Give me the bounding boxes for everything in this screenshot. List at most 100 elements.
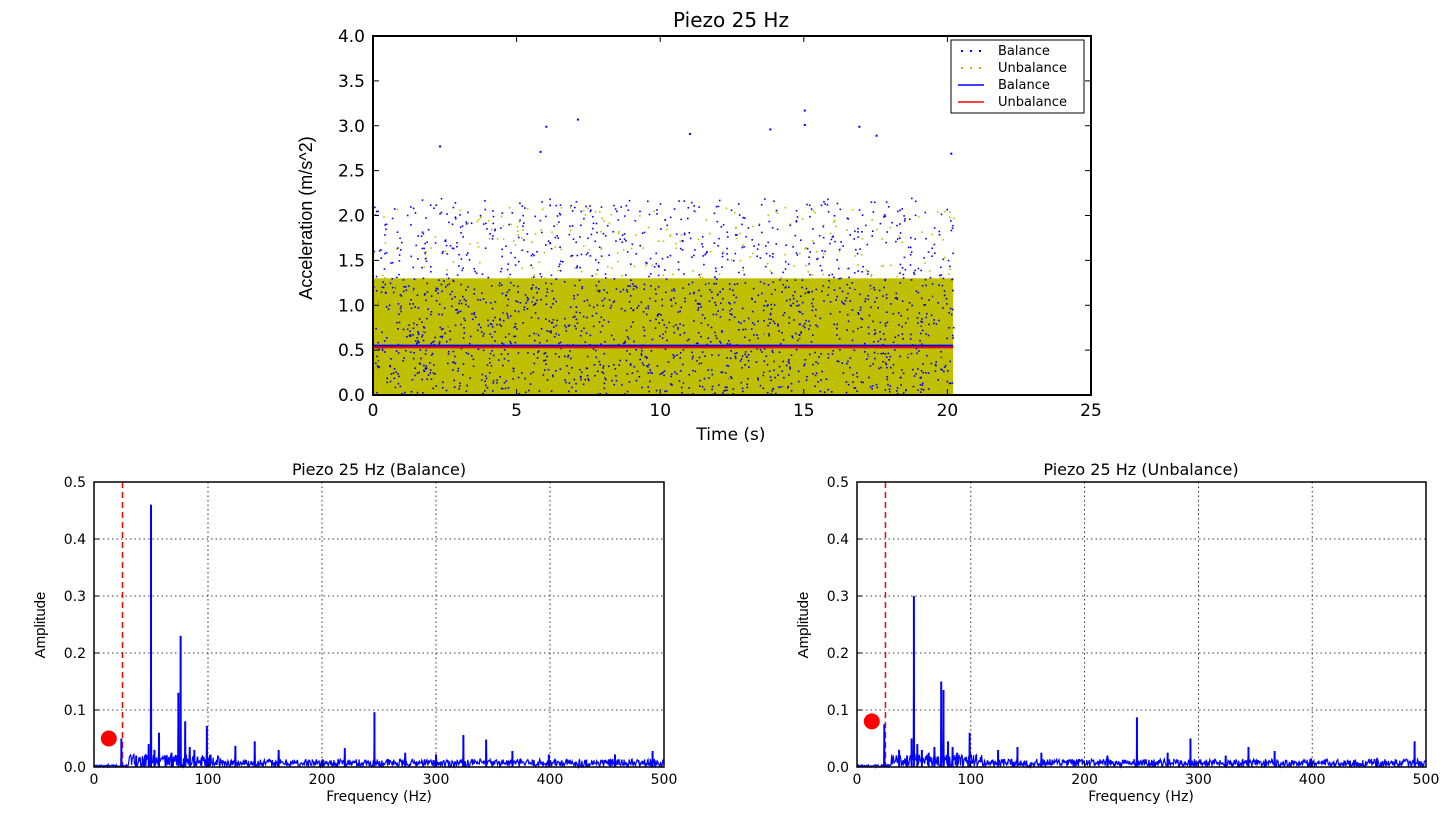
balance-points-low-point — [569, 306, 572, 308]
balance-points-low-point — [923, 304, 925, 306]
balance-points-low-point — [395, 371, 397, 373]
unbalance-points-point — [496, 389, 499, 391]
balance-points-point — [590, 209, 592, 211]
balance-points-point — [738, 321, 740, 323]
balance-points-point — [649, 380, 651, 383]
balance-points-point — [634, 220, 637, 222]
unbalance-points-light-point — [900, 328, 903, 330]
unbalance-points-point — [452, 261, 455, 263]
balance-points-point — [681, 392, 683, 394]
balance-points-point — [461, 225, 464, 227]
balance-points-point — [813, 242, 815, 245]
unbalance-points-point — [907, 352, 909, 354]
unbalance-points-point — [528, 383, 530, 386]
unbalance-points-point — [528, 315, 530, 317]
balance-points-point — [675, 373, 678, 375]
balance-points-point — [475, 272, 478, 275]
unbalance-points-point — [713, 316, 715, 319]
balance-points-point — [882, 295, 884, 297]
unbalance-points-point — [448, 319, 451, 321]
unbalance-points-point — [479, 389, 481, 392]
balance-points-point — [531, 253, 534, 255]
balance-outlier-point — [439, 145, 442, 148]
balance-points-point — [716, 337, 718, 340]
balance-points-point — [902, 273, 905, 276]
top-y-tick-label: 1.0 — [338, 296, 365, 316]
balance-points-point — [757, 243, 760, 246]
x-tick-label: 400 — [1299, 772, 1326, 788]
unbalance-points-point — [504, 353, 506, 355]
unbalance-points-point — [544, 277, 546, 280]
balance-points-point — [553, 335, 556, 338]
balance-points-point — [555, 278, 558, 280]
unbalance-points-point — [750, 390, 752, 392]
balance-points-point — [460, 283, 462, 286]
balance-points-low-point — [574, 315, 576, 318]
balance-points-point — [468, 342, 471, 345]
balance-points-point — [585, 253, 588, 256]
balance-points-point — [670, 299, 672, 302]
balance-points-low-point — [465, 300, 467, 302]
balance-points-low-point — [491, 307, 494, 310]
balance-points-low-point — [857, 313, 860, 315]
balance-points-point — [482, 223, 485, 225]
balance-points-low-point — [471, 318, 474, 321]
unbalance-points-light-point — [554, 295, 556, 298]
balance-points-point — [452, 280, 455, 283]
unbalance-points-light-point — [733, 366, 736, 369]
balance-points-low-point — [602, 367, 604, 369]
balance-points-point — [531, 301, 533, 303]
balance-points-point — [869, 284, 872, 287]
unbalance-points-point — [792, 322, 795, 324]
unbalance-points-light-point — [533, 350, 536, 352]
balance-points-point — [855, 248, 857, 251]
balance-points-low-point — [798, 323, 801, 326]
balance-points-point — [422, 277, 425, 280]
balance-points-point — [455, 217, 457, 220]
unbalance-points-point — [871, 386, 874, 389]
balance-points-point — [814, 351, 816, 354]
balance-points-low-point — [896, 298, 899, 300]
unbalance-points-point — [583, 209, 585, 212]
unbalance-points-point — [940, 277, 942, 279]
unbalance-points-point — [900, 391, 903, 393]
balance-points-point — [799, 295, 802, 297]
balance-points-point — [861, 271, 863, 273]
balance-points-point — [942, 277, 945, 280]
balance-points-point — [720, 342, 722, 344]
unbalance-points-point — [464, 389, 466, 391]
balance-points-point — [657, 274, 660, 277]
balance-points-point — [697, 342, 699, 345]
unbalance-points-light-point — [570, 351, 572, 354]
spectrum-line — [856, 595, 1427, 770]
balance-points-low-point — [498, 284, 501, 287]
unbalance-points-point — [408, 326, 410, 329]
balance-points-point — [655, 252, 657, 255]
balance-points-point — [553, 225, 555, 227]
balance-points-point — [606, 224, 609, 227]
unbalance-points-point — [800, 328, 803, 331]
balance-points-point — [761, 231, 763, 234]
balance-points-point — [738, 271, 740, 274]
unbalance-points-point — [638, 302, 640, 305]
unbalance-points-light-point — [511, 357, 514, 360]
unbalance-points-light-point — [648, 309, 651, 312]
balance-points-point — [451, 223, 454, 226]
unbalance-points-light-point — [705, 325, 708, 328]
unbalance-points-point — [642, 247, 645, 249]
unbalance-points-light-point — [378, 328, 380, 330]
unbalance-points-light-point — [396, 342, 398, 344]
balance-points-point — [839, 208, 842, 211]
balance-points-point — [718, 199, 721, 202]
balance-points-point — [940, 350, 942, 353]
unbalance-points-light-point — [752, 290, 755, 293]
balance-points-point — [769, 255, 771, 257]
unbalance-points-point — [722, 251, 724, 253]
unbalance-points-light-point — [536, 367, 538, 370]
balance-points-point — [917, 322, 919, 324]
unbalance-points-point — [625, 378, 628, 381]
balance-points-point — [901, 300, 904, 302]
balance-points-point — [873, 341, 875, 343]
balance-points-point — [580, 253, 583, 256]
balance-points-point — [488, 372, 491, 374]
